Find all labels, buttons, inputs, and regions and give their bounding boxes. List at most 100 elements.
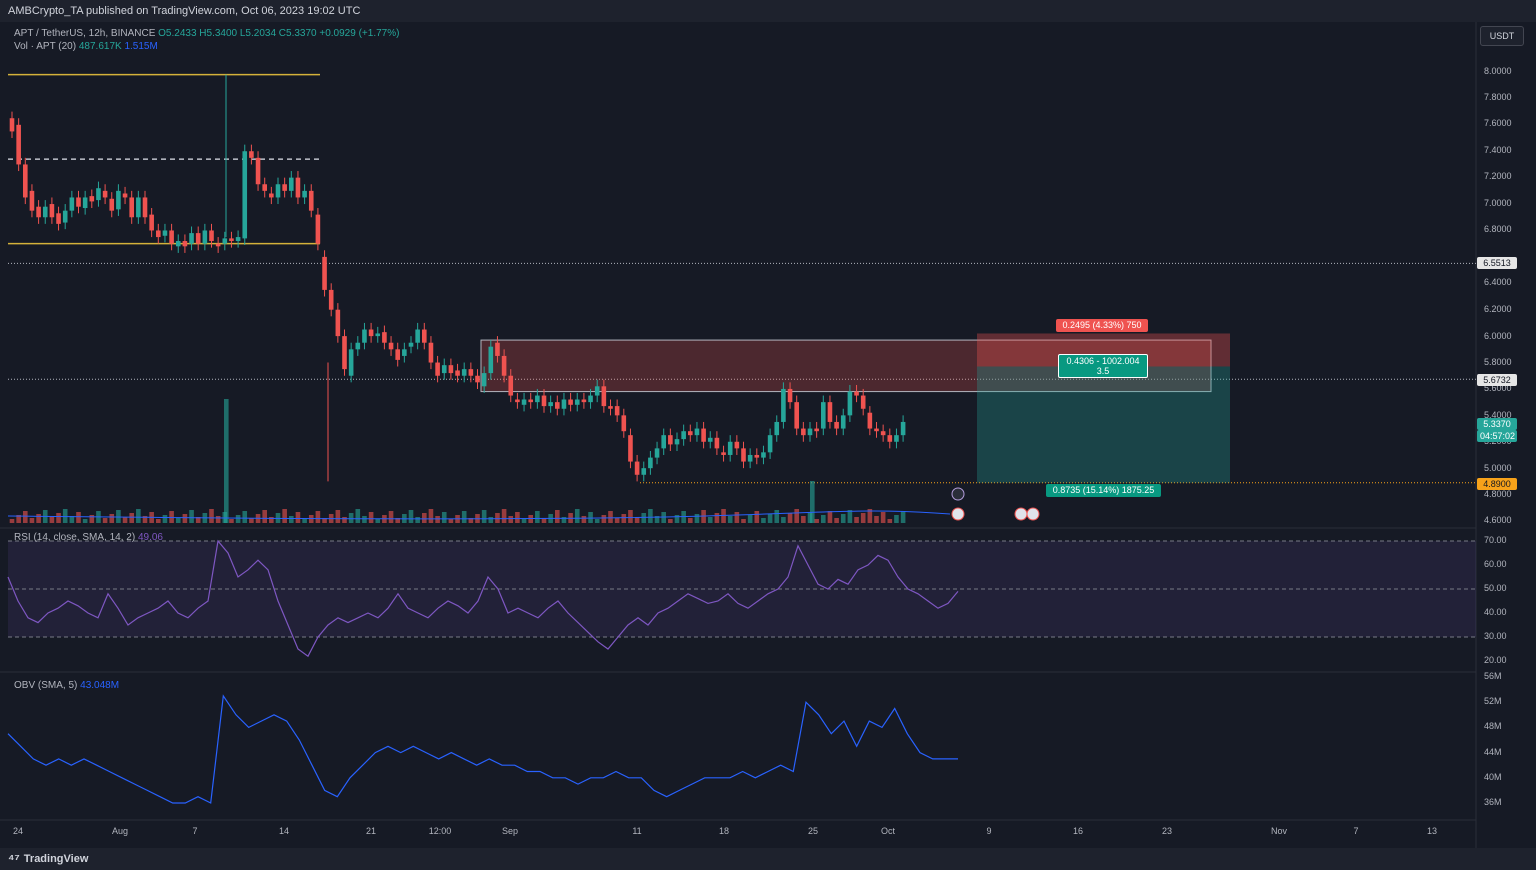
rsi-label[interactable]: RSI (14, close, SMA, 14, 2) [14, 532, 136, 543]
volume-bar [741, 519, 746, 523]
candle-body [242, 151, 248, 239]
candle-body [269, 193, 274, 198]
candle-body [501, 355, 507, 376]
volume-bar [29, 518, 35, 523]
rsi-axis-tick: 30.00 [1484, 631, 1507, 641]
candle-body [781, 388, 786, 422]
candle-body [674, 439, 680, 445]
candle-body [102, 190, 108, 198]
candle-body [827, 402, 833, 422]
candle-body [42, 206, 48, 218]
volume-bar [235, 515, 241, 523]
candle-body [302, 190, 307, 198]
volume-bar [282, 509, 287, 523]
entry-stats[interactable]: 0.4306 - 1002.004 3.5 [1058, 354, 1148, 378]
candle-body [694, 428, 700, 436]
candle-body [282, 184, 287, 191]
currency-button[interactable]: USDT [1480, 26, 1524, 46]
candle-body [235, 237, 241, 242]
candle-body [209, 230, 214, 242]
volume-bar [847, 510, 853, 523]
candle-body [455, 370, 460, 376]
volume-bar [734, 512, 740, 523]
candle-body [182, 241, 188, 247]
stop-loss-stats[interactable]: 0.2495 (4.33%) 750 [1056, 319, 1148, 332]
candle-body [129, 197, 134, 218]
volume-bar [661, 512, 666, 523]
volume-bar [515, 512, 520, 523]
candle-body [481, 373, 487, 387]
candle-body [495, 342, 500, 356]
volume-bar [581, 516, 587, 523]
volume-bar [827, 511, 833, 523]
volume-bar [89, 515, 95, 523]
symbol-title[interactable]: APT / TetherUS, 12h, BINANCE [14, 28, 156, 39]
candle-body [388, 342, 394, 350]
volume-bar [681, 511, 686, 523]
volume-label[interactable]: Vol · APT (20) [14, 41, 77, 52]
candle-body [169, 230, 174, 244]
obv-label[interactable]: OBV (SMA, 5) [14, 680, 78, 691]
volume-bar [761, 518, 766, 523]
candle-body [36, 206, 41, 218]
price-axis-tick: 6.8000 [1484, 224, 1512, 234]
time-axis-tick: 25 [807, 826, 819, 836]
candle-body [142, 197, 148, 218]
candle-body [601, 386, 607, 407]
candle-body [707, 437, 713, 442]
rsi-value: 49.06 [137, 532, 163, 543]
candle-body [368, 329, 374, 337]
candle-body [149, 214, 154, 231]
volume-bar [668, 519, 673, 523]
volume-bar [854, 517, 859, 523]
candle-body [515, 399, 520, 403]
volume-bar [541, 518, 547, 523]
volume-bar [195, 517, 201, 523]
volume-bar [555, 510, 560, 523]
time-axis-tick: 24 [12, 826, 24, 836]
candle-body [508, 375, 514, 396]
volume-bar [375, 519, 381, 523]
volume-bar [76, 512, 81, 523]
candle-body [461, 369, 467, 376]
volume-bar [289, 516, 294, 523]
volume-bar [528, 515, 533, 523]
price-axis-tick: 6.0000 [1484, 331, 1512, 341]
volume-bar [36, 514, 41, 523]
volume-bar [435, 516, 440, 523]
time-axis-tick: 12:00 [428, 826, 452, 836]
volume-bar [621, 514, 627, 523]
volume-bar [634, 517, 640, 523]
candle-body [382, 332, 387, 343]
candle-body [23, 164, 28, 198]
volume-bar [142, 516, 148, 523]
take-profit-stats[interactable]: 0.8735 (15.14%) 1875.25 [1046, 484, 1161, 497]
volume-bar [874, 516, 879, 523]
obv-axis-tick: 36M [1484, 797, 1502, 807]
candle-body [89, 196, 95, 202]
tradingview-brand: TradingView [23, 852, 89, 865]
candle-body [774, 421, 780, 436]
candle-body [568, 399, 573, 405]
time-axis-tick: Oct [880, 826, 896, 836]
volume-bar [468, 518, 474, 523]
candle-body [249, 151, 254, 158]
price-axis-tick: 4.6000 [1484, 515, 1512, 525]
volume-bar [215, 516, 221, 523]
volume-bar [156, 519, 161, 523]
candle-body [76, 197, 81, 207]
volume-bar [269, 517, 274, 523]
volume-bar [601, 515, 607, 523]
candle-body [295, 177, 301, 198]
entry-stats-line1: 0.4306 - 1002.004 [1066, 356, 1140, 366]
candle-body [847, 391, 853, 416]
tradingview-logo[interactable]: ⁴⁷ TradingView [8, 851, 88, 866]
volume-bar [342, 517, 347, 523]
volume-bar [122, 517, 128, 523]
candle-body [688, 431, 693, 436]
time-axis-tick: 11 [632, 826, 642, 836]
volume-bar [641, 513, 647, 523]
candle-body [441, 365, 447, 374]
volume-bar [628, 510, 633, 523]
